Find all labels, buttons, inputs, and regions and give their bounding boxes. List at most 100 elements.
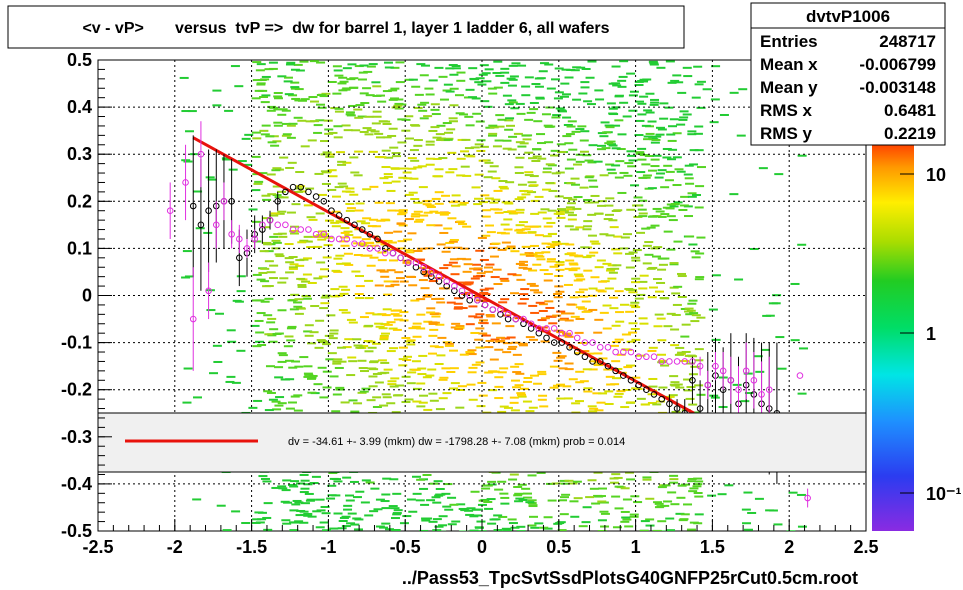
heatmap-cell [597, 204, 607, 207]
heatmap-cell [407, 157, 417, 160]
heatmap-cell [294, 298, 304, 301]
heatmap-cell [543, 516, 553, 519]
heatmap-cell [379, 177, 389, 180]
heatmap-cell [474, 526, 484, 529]
heatmap-cell [343, 230, 353, 233]
heatmap-cell [277, 402, 287, 405]
heatmap-cell [508, 135, 518, 138]
heatmap-cell [341, 515, 351, 518]
heatmap-cell [419, 74, 429, 77]
heatmap-cell [285, 261, 295, 264]
heatmap-cell [317, 193, 327, 196]
heatmap-cell [299, 521, 309, 524]
heatmap-cell [466, 155, 476, 158]
heatmap-cell [395, 384, 405, 387]
heatmap-cell [548, 189, 558, 192]
heatmap-cell [655, 126, 665, 129]
heatmap-cell [581, 67, 591, 70]
heatmap-cell [321, 512, 331, 515]
heatmap-cell [398, 176, 408, 179]
heatmap-cell [475, 120, 485, 123]
heatmap-cell [634, 80, 644, 83]
heatmap-cell [234, 300, 244, 303]
heatmap-cell [542, 171, 552, 174]
y-tick-label: 0.4 [67, 97, 92, 117]
heatmap-cell [631, 277, 641, 280]
heatmap-cell [615, 160, 625, 163]
data-point [297, 183, 305, 191]
heatmap-cell [600, 121, 610, 124]
heatmap-cell [518, 231, 528, 234]
heatmap-cell [695, 185, 705, 188]
heatmap-cell [547, 232, 557, 235]
heatmap-cell [515, 156, 525, 159]
heatmap-cell [387, 380, 397, 383]
heatmap-cell [420, 503, 430, 506]
heatmap-cell [296, 277, 306, 280]
data-point [558, 329, 566, 337]
heatmap-cell [572, 98, 582, 101]
heatmap-cell [626, 72, 636, 75]
heatmap-cell [535, 97, 545, 100]
heatmap-cell [295, 514, 305, 517]
heatmap-cell [329, 375, 339, 378]
heatmap-cell [427, 368, 437, 371]
heatmap-cell [617, 79, 627, 82]
heatmap-cell [286, 136, 296, 139]
heatmap-cell [212, 89, 222, 92]
heatmap-cell [513, 132, 523, 135]
heatmap-cell [604, 390, 614, 393]
heatmap-cell [313, 124, 323, 127]
heatmap-cell [289, 229, 299, 232]
heatmap-cell [300, 487, 310, 490]
heatmap-cell [364, 115, 374, 118]
heatmap-cell [358, 244, 368, 247]
heatmap-cell [413, 106, 423, 109]
heatmap-cell [271, 400, 281, 403]
heatmap-cell [575, 317, 585, 320]
heatmap-cell [260, 300, 270, 303]
heatmap-cell [517, 483, 527, 486]
heatmap-cell [288, 122, 298, 125]
heatmap-cell [671, 410, 681, 413]
heatmap-cell [345, 190, 355, 193]
heatmap-cell [405, 251, 415, 254]
heatmap-cell [583, 225, 593, 228]
heatmap-cell [468, 398, 478, 401]
data-point [412, 263, 420, 271]
heatmap-cell [255, 340, 265, 343]
heatmap-cell [556, 310, 566, 313]
data-point [589, 339, 596, 346]
heatmap-cell [694, 83, 704, 86]
heatmap-cell [334, 107, 344, 110]
heatmap-cell [670, 344, 680, 347]
heatmap-cell [404, 193, 414, 196]
title-box: <v - vP> versus tvP => dw for barrel 1, … [7, 5, 685, 49]
heatmap-cell [480, 300, 490, 303]
heatmap-cell [600, 512, 610, 515]
heatmap-cell [694, 384, 704, 387]
heatmap-cell [570, 177, 580, 180]
heatmap-cell [483, 484, 493, 487]
heatmap-cell [361, 222, 371, 225]
heatmap-cell [254, 319, 264, 322]
heatmap-cell [516, 525, 526, 528]
heatmap-cell [469, 77, 479, 80]
heatmap-cell [656, 317, 666, 320]
heatmap-cell [519, 142, 529, 145]
heatmap-cell [593, 160, 603, 163]
heatmap-cell [303, 204, 313, 207]
heatmap-cell [362, 188, 372, 191]
heatmap-cell [438, 75, 448, 78]
heatmap-cell [628, 331, 638, 334]
data-point [566, 344, 573, 351]
heatmap-cell [277, 360, 287, 363]
heatmap-cell [389, 146, 399, 149]
heatmap-cell [564, 76, 574, 79]
heatmap-cell [525, 501, 535, 504]
heatmap-cell [449, 387, 459, 390]
heatmap-cell [686, 528, 696, 531]
heatmap-cell [517, 145, 527, 148]
heatmap-cell [448, 201, 458, 204]
heatmap-cell [607, 277, 617, 280]
